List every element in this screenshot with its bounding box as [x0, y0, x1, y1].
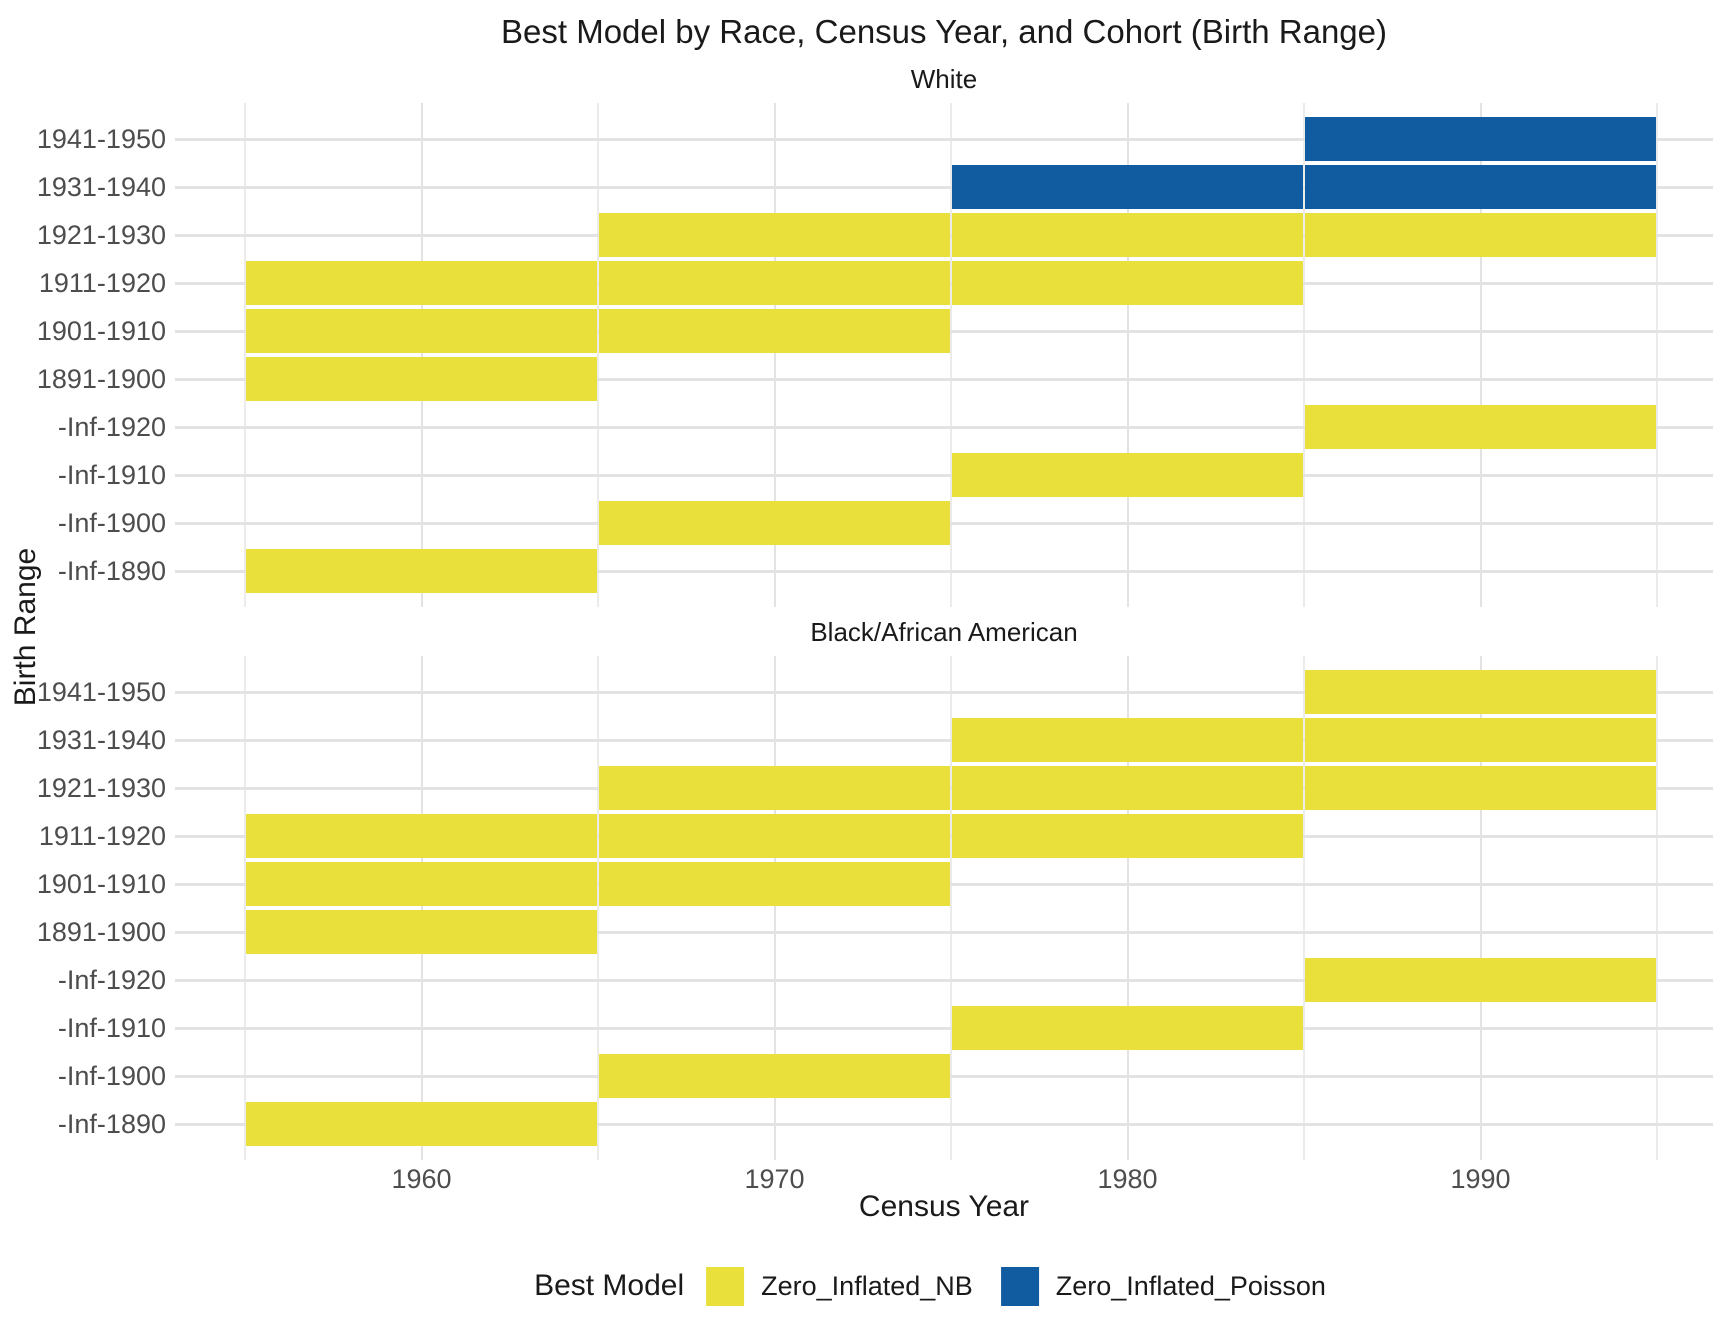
gridline-vertical-major	[1126, 103, 1129, 607]
tile	[599, 1054, 950, 1098]
tile	[1305, 958, 1656, 1002]
y-tick-label: 1921-1930	[36, 220, 166, 250]
y-tick-label: 1901-1910	[36, 316, 166, 346]
tile	[599, 862, 950, 906]
tile	[952, 213, 1303, 257]
gridline-vertical-major	[773, 656, 776, 1160]
gridline-horizontal-major	[175, 978, 1713, 982]
y-tick-label: 1941-1950	[36, 124, 166, 154]
tile	[1305, 766, 1656, 810]
gridline-horizontal-major	[175, 1122, 1713, 1126]
gridline-vertical-minor	[1303, 656, 1305, 1160]
y-tick-label: 1931-1940	[36, 172, 166, 202]
facet-panel	[175, 656, 1713, 1160]
x-tick-label: 1960	[391, 1164, 452, 1194]
tile	[1305, 213, 1656, 257]
tile	[246, 1102, 597, 1146]
tile	[952, 1006, 1303, 1050]
gridline-horizontal-major	[175, 425, 1713, 429]
facet-strip-label: Black/African American	[810, 617, 1078, 647]
y-tick-label: 1941-1950	[36, 677, 166, 707]
gridline-vertical-minor	[950, 656, 952, 1160]
y-tick-label: -Inf-1910	[57, 1013, 166, 1043]
facet-panel	[175, 103, 1713, 607]
tile	[1305, 117, 1656, 161]
tile	[246, 862, 597, 906]
tile	[952, 453, 1303, 497]
gridline-vertical-minor	[950, 103, 952, 607]
gridline-vertical-minor	[244, 103, 246, 607]
tile	[246, 814, 597, 858]
y-tick-label: -Inf-1920	[57, 965, 166, 995]
gridline-vertical-minor	[1656, 656, 1658, 1160]
y-tick-label: 1921-1930	[36, 773, 166, 803]
gridline-vertical-major	[1479, 103, 1482, 607]
tile	[246, 549, 597, 593]
x-tick-label: 1980	[1097, 1164, 1158, 1194]
y-tick-label: -Inf-1900	[57, 1061, 166, 1091]
tile	[952, 766, 1303, 810]
tile	[599, 501, 950, 545]
gridline-vertical-major	[773, 103, 776, 607]
y-tick-label: -Inf-1920	[57, 412, 166, 442]
y-tick-label: 1891-1900	[36, 364, 166, 394]
gridline-vertical-major	[1126, 656, 1129, 1160]
y-tick-label: 1891-1900	[36, 917, 166, 947]
gridline-horizontal-major	[175, 137, 1713, 141]
gridline-vertical-minor	[244, 656, 246, 1160]
gridline-horizontal-major	[175, 690, 1713, 694]
tile	[1305, 165, 1656, 209]
tile	[246, 910, 597, 954]
y-tick-label: -Inf-1890	[57, 556, 166, 586]
gridline-vertical-major	[420, 656, 423, 1160]
tile	[952, 718, 1303, 762]
legend: Best Model Zero_Inflated_NB Zero_Inflated…	[534, 1264, 1354, 1308]
tile	[952, 261, 1303, 305]
tile	[1305, 718, 1656, 762]
gridline-horizontal-major	[175, 738, 1713, 742]
tile	[246, 357, 597, 401]
tile	[952, 165, 1303, 209]
y-tick-label: -Inf-1910	[57, 460, 166, 490]
gridline-horizontal-major	[175, 473, 1713, 477]
legend-title: Best Model	[534, 1269, 685, 1302]
y-tick-label: 1911-1920	[38, 268, 166, 298]
tile	[1305, 405, 1656, 449]
y-tick-label: 1901-1910	[36, 869, 166, 899]
y-tick-label: 1931-1940	[36, 725, 166, 755]
y-tick-label: -Inf-1900	[57, 508, 166, 538]
legend-label: Zero_Inflated_NB	[761, 1270, 973, 1301]
tile	[599, 309, 950, 353]
gridline-vertical-minor	[597, 656, 599, 1160]
legend-swatch	[1000, 1266, 1039, 1306]
legend-swatch	[706, 1266, 745, 1306]
chart-title: Best Model by Race, Census Year, and Coh…	[501, 13, 1387, 50]
x-tick-label: 1990	[1450, 1164, 1511, 1194]
tile	[1305, 670, 1656, 714]
tile	[246, 261, 597, 305]
x-tick-label: 1970	[744, 1164, 805, 1194]
tile	[246, 309, 597, 353]
gridline-vertical-major	[1479, 656, 1482, 1160]
tile	[599, 766, 950, 810]
y-tick-label: -Inf-1890	[57, 1109, 166, 1139]
facet-strip-label: White	[910, 64, 978, 94]
y-tick-label: 1911-1920	[38, 821, 166, 851]
gridline-vertical-minor	[1303, 103, 1305, 607]
gridline-vertical-major	[420, 103, 423, 607]
gridline-horizontal-major	[175, 930, 1713, 934]
gridline-horizontal-major	[175, 185, 1713, 189]
gridline-horizontal-major	[175, 1026, 1713, 1030]
gridline-vertical-minor	[1656, 103, 1658, 607]
tile	[599, 814, 950, 858]
tile	[599, 213, 950, 257]
gridline-horizontal-major	[175, 377, 1713, 381]
gridline-vertical-minor	[597, 103, 599, 607]
tile	[952, 814, 1303, 858]
gridline-horizontal-major	[175, 569, 1713, 573]
tile	[599, 261, 950, 305]
legend-label: Zero_Inflated_Poisson	[1055, 1270, 1326, 1301]
x-axis-title: Census Year	[858, 1190, 1030, 1223]
